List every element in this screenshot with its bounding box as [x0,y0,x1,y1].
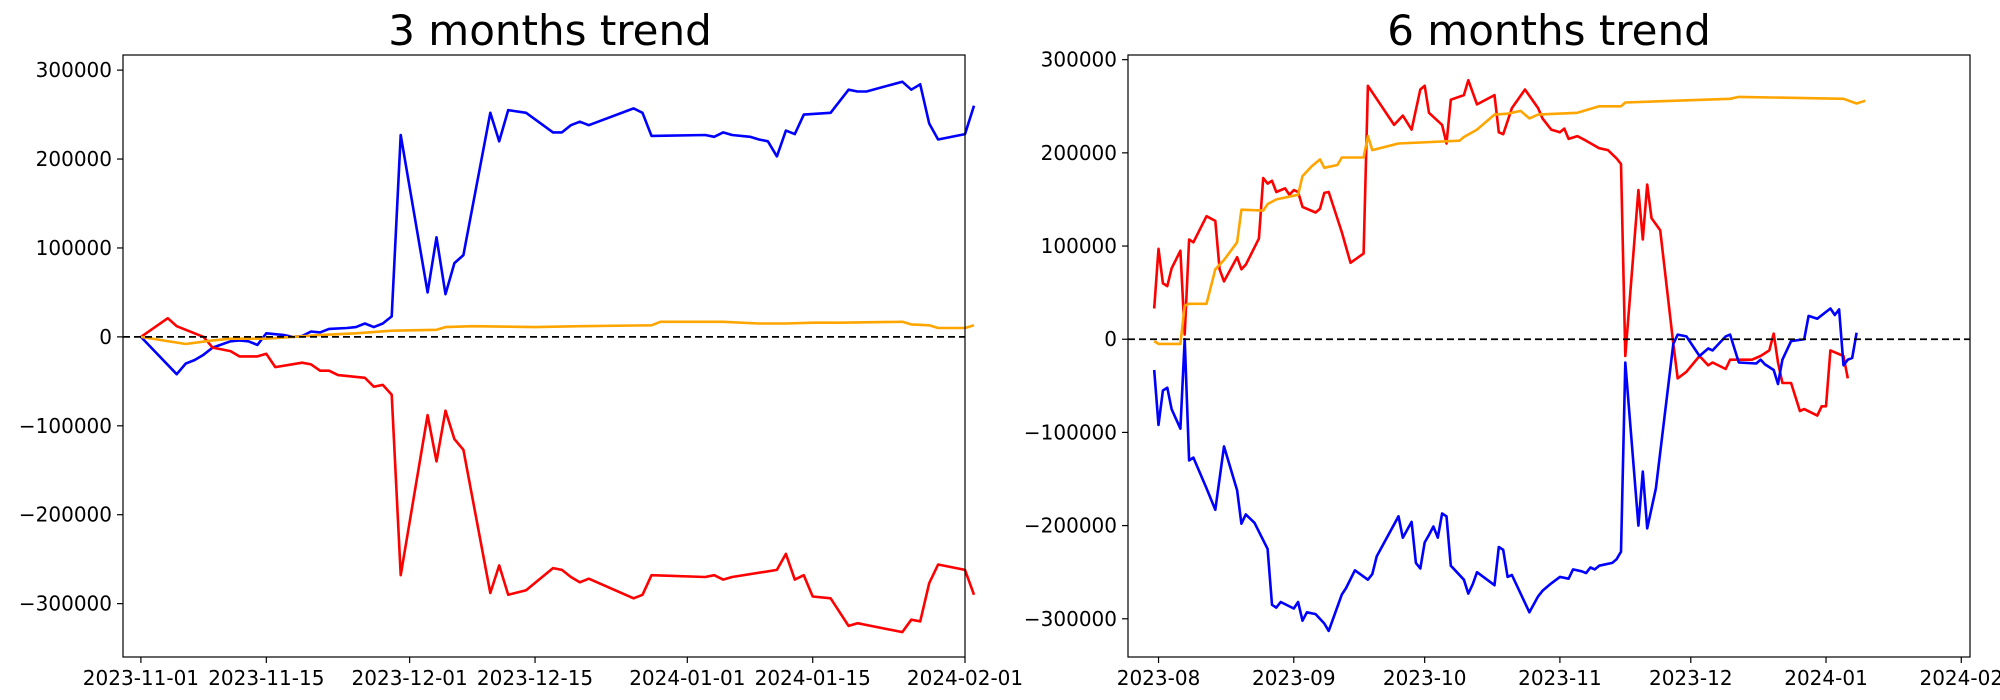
chart-title: 3 months trend [388,6,712,55]
y-tick-label: −100000 [19,414,112,438]
y-tick-label: 300000 [36,58,112,82]
y-axis: −300000 −200000 −100000 0 100000 200000 300000 [1024,48,1128,631]
y-tick-label: 100000 [1041,234,1117,258]
y-tick-label: 200000 [1041,141,1117,165]
y-axis: −300000 −200000 −100000 0 100000 200000 300000 [19,58,123,616]
chart-title: 6 months trend [1387,6,1711,55]
plot-frame [122,54,966,658]
y-tick-label: 300000 [1041,48,1117,72]
series-line-2 [1152,307,1858,633]
plot-area [1152,78,1866,633]
y-tick-label: −300000 [1024,607,1117,631]
x-tick-label: 2023-08 [1117,666,1201,690]
y-tick-label: 100000 [36,236,112,260]
series-line-1 [1152,78,1850,417]
x-tick-label: 2023-11-01 [83,666,199,690]
x-tick-label: 2023-12 [1649,666,1733,690]
chart-3-months-trend: 3 months trend 2023-11-01 2023-11-15 2023-… [19,6,1023,690]
x-tick-label: 2024-01-15 [755,666,871,690]
plot-area [139,80,976,634]
y-tick-label: −200000 [1024,514,1117,538]
y-tick-label: −200000 [19,503,112,527]
x-tick-label: 2024-01-01 [629,666,745,690]
y-tick-label: −100000 [1024,420,1117,444]
x-tick-label: 2023-11 [1518,666,1602,690]
y-tick-label: −300000 [19,592,112,616]
x-tick-label: 2024-02-01 [907,666,1023,690]
series-line-1 [139,80,976,376]
y-tick-label: 200000 [36,147,112,171]
x-tick-label: 2023-12-01 [352,666,468,690]
x-axis: 2023-11-01 2023-11-15 2023-12-01 2023-12-15… [83,657,1023,690]
y-tick-label: 0 [1104,327,1117,351]
x-tick-label: 2024-02 [1919,666,2000,690]
plot-frame [1127,54,1971,658]
x-tick-label: 2023-12-15 [477,666,593,690]
chart-6-months-trend: 6 months trend 2023-08 2023-09 2023-10 2023… [1024,6,2000,690]
x-axis: 2023-08 2023-09 2023-10 2023-11 2023-12 2024-… [1117,657,2000,690]
x-tick-label: 2023-11-15 [208,666,324,690]
x-tick-label: 2023-10 [1383,666,1467,690]
y-tick-label: 0 [99,325,112,349]
series-line-3 [1153,95,1866,346]
x-tick-label: 2023-09 [1252,666,1336,690]
x-tick-label: 2024-01 [1784,666,1868,690]
series-line-3 [140,320,975,346]
series-line-2 [140,316,976,634]
